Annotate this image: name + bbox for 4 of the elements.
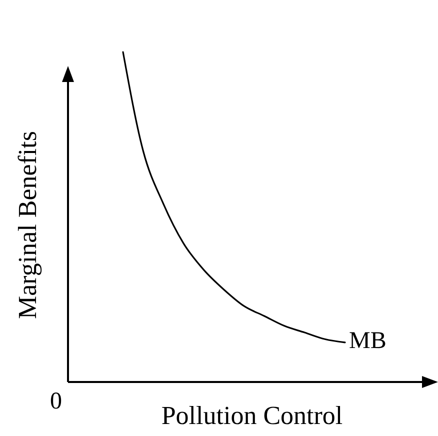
y-axis-title: Marginal Benefits: [12, 131, 42, 319]
series-label: MB: [349, 328, 386, 354]
x-axis-title: Pollution Control: [161, 400, 343, 430]
text: 0: [50, 388, 62, 415]
